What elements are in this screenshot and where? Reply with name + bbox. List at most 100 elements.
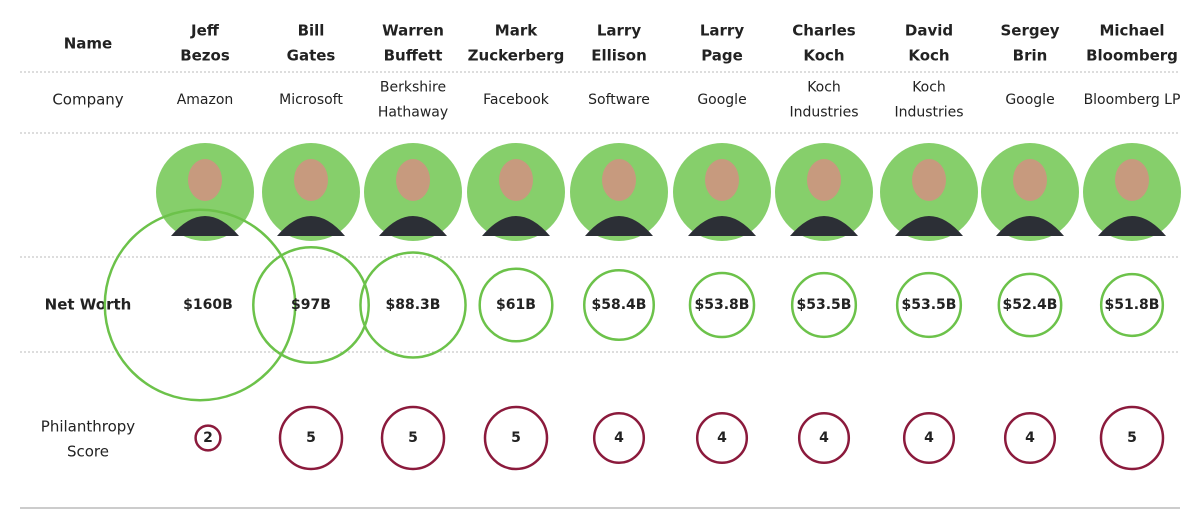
company: Amazon bbox=[177, 92, 234, 108]
photo-head bbox=[499, 159, 533, 201]
person-name: Koch bbox=[908, 47, 949, 65]
net-worth-label: $61B bbox=[496, 297, 536, 313]
net-worth-label: $51.8B bbox=[1105, 297, 1160, 313]
net-worth-bubble bbox=[252, 246, 370, 364]
philanthropy-label: 5 bbox=[306, 430, 316, 446]
photo-head bbox=[912, 159, 946, 201]
net-worth-bubble bbox=[997, 272, 1063, 338]
photo-body bbox=[895, 216, 963, 236]
person-name: Page bbox=[701, 47, 743, 65]
photo-head bbox=[1013, 159, 1047, 201]
photo-body bbox=[379, 216, 447, 236]
header-philanthropy: Philanthropy bbox=[41, 418, 136, 436]
philanthropy-label: 4 bbox=[717, 430, 727, 446]
photo-body bbox=[996, 216, 1064, 236]
photo-head bbox=[602, 159, 636, 201]
net-worth-label: $58.4B bbox=[592, 297, 647, 313]
photo-body bbox=[790, 216, 858, 236]
philanthropy-bubble bbox=[483, 405, 549, 471]
company: Facebook bbox=[483, 92, 550, 108]
company: Hathaway bbox=[378, 105, 448, 121]
person-name: Bloomberg bbox=[1086, 47, 1178, 65]
philanthropy-bubble bbox=[902, 411, 956, 465]
philanthropy-label: 2 bbox=[203, 430, 213, 446]
photo-head bbox=[807, 159, 841, 201]
net-worth-label: $160B bbox=[183, 297, 233, 313]
person-name: Ellison bbox=[591, 47, 647, 65]
photo-body bbox=[277, 216, 345, 236]
net-worth-label: $53.8B bbox=[695, 297, 750, 313]
person-name: Bill bbox=[298, 22, 325, 40]
photo-body bbox=[1098, 216, 1166, 236]
company: Berkshire bbox=[380, 80, 446, 96]
photo-body bbox=[171, 216, 239, 236]
philanthropy-bubble bbox=[194, 424, 222, 452]
net-worth-bubble bbox=[359, 251, 467, 359]
net-worth-label: $53.5B bbox=[797, 297, 852, 313]
photo-head bbox=[1115, 159, 1149, 201]
photo-head bbox=[188, 159, 222, 201]
person-name: Warren bbox=[382, 22, 444, 40]
photo-head bbox=[396, 159, 430, 201]
net-worth-bubble bbox=[688, 271, 756, 339]
company: Software bbox=[588, 92, 650, 108]
person-name: Mark bbox=[495, 22, 538, 40]
net-worth-label: $97B bbox=[291, 297, 331, 313]
net-worth-label: $53.5B bbox=[902, 297, 957, 313]
philanthropy-bubble bbox=[278, 405, 344, 471]
person-name: David bbox=[905, 22, 953, 40]
photo-body bbox=[482, 216, 550, 236]
company: Microsoft bbox=[279, 92, 343, 108]
net-worth-bubble bbox=[478, 267, 554, 343]
company: Bloomberg LP bbox=[1084, 92, 1181, 108]
person-name: Larry bbox=[597, 22, 641, 40]
header-company: Company bbox=[52, 91, 123, 109]
philanthropy-label: 4 bbox=[819, 430, 829, 446]
net-worth-bubble bbox=[583, 269, 655, 341]
philanthropy-label: 4 bbox=[1025, 430, 1035, 446]
person-name: Bezos bbox=[180, 47, 230, 65]
philanthropy-bubble bbox=[695, 411, 749, 465]
person-name: Michael bbox=[1099, 22, 1164, 40]
company: Google bbox=[1005, 92, 1054, 108]
person-name: Gates bbox=[287, 47, 336, 65]
photo-body bbox=[688, 216, 756, 236]
philanthropy-bubble bbox=[592, 411, 646, 465]
philanthropy-label: 4 bbox=[614, 430, 624, 446]
company: Industries bbox=[789, 105, 858, 121]
net-worth-bubble bbox=[790, 271, 858, 339]
person-name: Brin bbox=[1013, 47, 1048, 65]
philanthropy-label: 4 bbox=[924, 430, 934, 446]
header-name: Name bbox=[64, 35, 112, 53]
company: Industries bbox=[894, 105, 963, 121]
philanthropy-bubble bbox=[797, 411, 851, 465]
company: Koch bbox=[807, 80, 841, 96]
person-name: Jeff bbox=[190, 22, 220, 40]
company: Google bbox=[697, 92, 746, 108]
person-name: Larry bbox=[700, 22, 744, 40]
philanthropy-bubble bbox=[1099, 405, 1165, 471]
person-name: Koch bbox=[803, 47, 844, 65]
person-name: Buffett bbox=[384, 47, 443, 65]
photo-head bbox=[294, 159, 328, 201]
person-name: Zuckerberg bbox=[468, 47, 565, 65]
photo-head bbox=[705, 159, 739, 201]
header-net-worth: Net Worth bbox=[45, 296, 132, 314]
net-worth-bubble bbox=[103, 208, 297, 402]
person-name: Charles bbox=[792, 22, 856, 40]
philanthropy-bubble bbox=[380, 405, 446, 471]
philanthropy-label: 5 bbox=[1127, 430, 1137, 446]
net-worth-bubble bbox=[895, 271, 963, 339]
net-worth-label: $52.4B bbox=[1003, 297, 1058, 313]
person-name: Sergey bbox=[1000, 22, 1059, 40]
header-philanthropy: Score bbox=[67, 443, 109, 461]
philanthropy-bubble bbox=[1003, 411, 1057, 465]
philanthropy-label: 5 bbox=[511, 430, 521, 446]
net-worth-bubble bbox=[1099, 272, 1165, 338]
company: Koch bbox=[912, 80, 946, 96]
net-worth-label: $88.3B bbox=[386, 297, 441, 313]
photo-body bbox=[585, 216, 653, 236]
philanthropy-label: 5 bbox=[408, 430, 418, 446]
